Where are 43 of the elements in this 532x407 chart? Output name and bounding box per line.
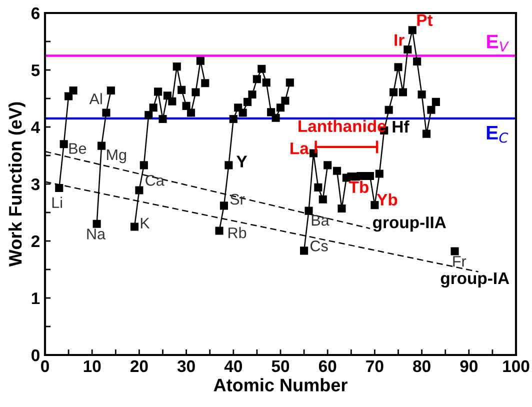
y-tick-label: 6 [31, 7, 40, 20]
y-tick-label: 5 [31, 64, 40, 76]
y-tick-label: 3 [31, 178, 40, 190]
ref-line-label: E$_{C}$ [486, 126, 508, 143]
y-axis-title: Work Function (eV) [8, 102, 26, 267]
annotation: Be [69, 143, 86, 154]
y-tick-label: 4 [31, 122, 40, 134]
annotation: Rb [228, 227, 246, 238]
x-tick-label: 10 [84, 360, 101, 372]
x-tick-label: 30 [177, 360, 195, 372]
annotation: Li [52, 196, 62, 208]
ref-line-label: E$_{V}$ [487, 34, 510, 52]
annotation: Yb [376, 193, 398, 206]
x-tick-label: 90 [460, 360, 478, 372]
annotation: Sr [230, 194, 245, 205]
y-tick-label: 0 [32, 349, 40, 362]
x-tick-label: 70 [366, 360, 384, 372]
x-tick-label: 50 [272, 360, 290, 372]
annotation: group-IA [440, 272, 510, 288]
annotation: Mg [107, 150, 126, 164]
annotation: Fr [453, 256, 466, 267]
y-tick-label: 2 [31, 235, 40, 248]
x-tick-label: 60 [318, 360, 336, 372]
x-tick-label: 80 [413, 360, 430, 372]
x-tick-label: 100 [503, 360, 530, 372]
annotation: Al [89, 93, 102, 104]
x-axis-title: Atomic Number [214, 378, 348, 392]
annotation: group-IIA [373, 216, 446, 232]
y-tick-label: 1 [32, 292, 40, 304]
annotation: K [140, 218, 150, 228]
annotation: Hf [392, 120, 410, 132]
annotation: Tb [348, 180, 368, 194]
x-tick-label: 40 [224, 360, 242, 372]
annotation: La [290, 142, 310, 154]
x-tick-label: 0 [41, 360, 49, 372]
x-tick-label: 20 [130, 360, 148, 372]
annotation: Ba [312, 215, 330, 226]
annotation: Y [236, 156, 248, 168]
annotation: Ca [146, 175, 164, 186]
annotation: Ir [394, 34, 404, 46]
annotation: Pt [417, 14, 433, 26]
annotation: Na [87, 228, 106, 240]
annotation: Cs [310, 240, 328, 252]
